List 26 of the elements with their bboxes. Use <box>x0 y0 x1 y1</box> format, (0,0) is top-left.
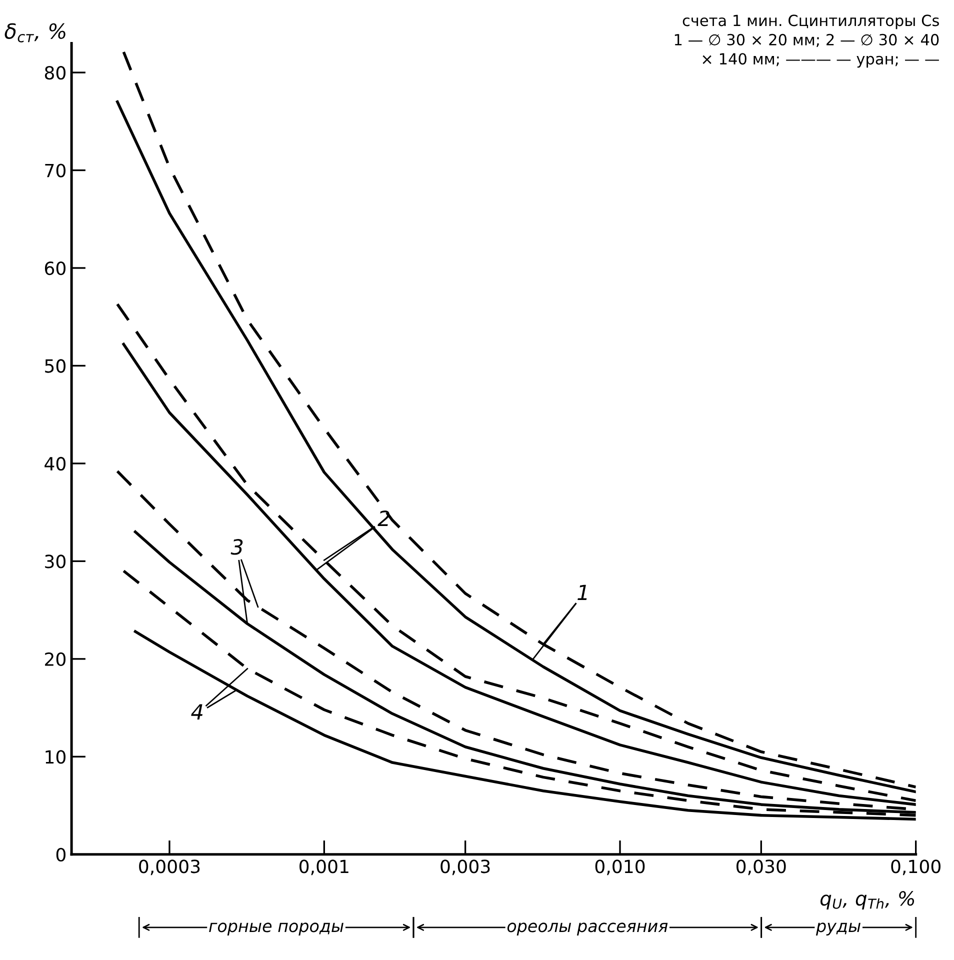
y-tick-label: 10 <box>46 750 66 764</box>
y-tick-label: 40 <box>44 456 66 471</box>
text: руды <box>816 922 860 936</box>
annotation: 1 — ∅ 30 × 20 мм; 2 — ∅ 30 × 40 <box>674 34 939 47</box>
y-axis-title: δ$_{ст}$, % <box>4 23 66 42</box>
y-tick-label: 30 <box>45 554 66 568</box>
annotation: 1 <box>578 584 587 600</box>
x-tick-label: 0,003 <box>440 860 490 876</box>
annotation: 3 <box>230 539 243 555</box>
y-tick-label: 70 <box>45 164 66 178</box>
x-tick-label: 0,100 <box>891 860 940 876</box>
x-tick-label: 0,010 <box>595 860 645 876</box>
x-tick-label: 0,001 <box>300 860 348 876</box>
x-tick-label: 0,0003 <box>139 860 200 876</box>
y-tick-label: 0 <box>56 848 66 862</box>
x-axis-title: q$_{U}$, q$_{Th}$, % <box>820 891 914 910</box>
x-tick-label: 0,030 <box>736 860 786 876</box>
y-tick-label: 20 <box>45 652 66 666</box>
y-tick-label: 60 <box>44 261 66 276</box>
y-tick-label: 80 <box>44 66 66 80</box>
annotation: × 140 мм; ——— — уран; — — <box>702 53 939 68</box>
y-tick-label: 50 <box>45 359 66 373</box>
text: горные породы <box>209 922 344 936</box>
text: ореолы рассеяния <box>507 922 668 936</box>
text: счета 1 мин. Сцинтилляторы Cs <box>682 14 939 30</box>
annotation: 4 <box>191 704 202 720</box>
